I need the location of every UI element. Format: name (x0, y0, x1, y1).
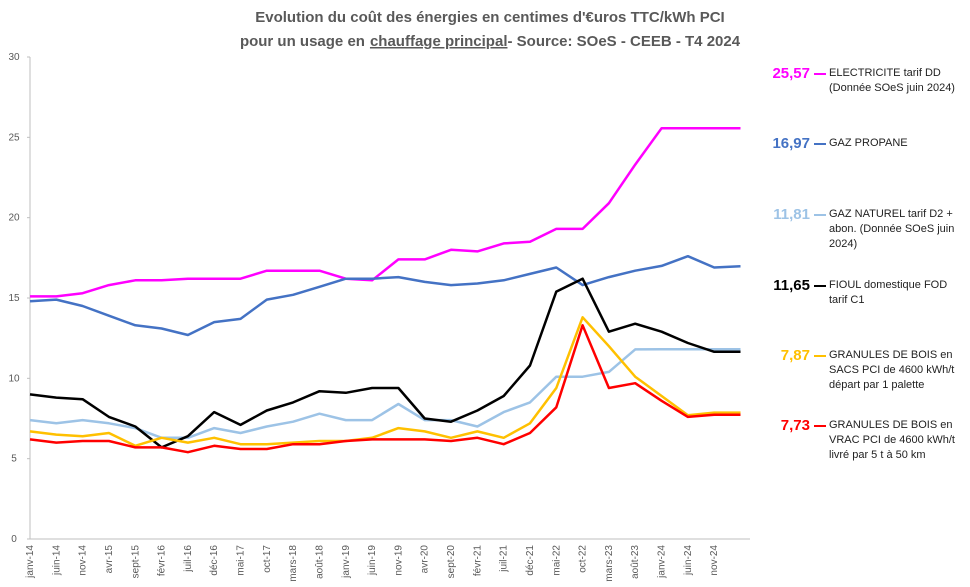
end-value-label: 25,57 (772, 65, 810, 82)
end-value-label: 11,81 (773, 206, 810, 223)
legend-entry: 7,73 GRANULES DE BOIS en VRAC PCI de 4600… (770, 418, 965, 463)
chart-title: Evolution du coût des énergies en centim… (255, 9, 724, 26)
legend-entry: 11,65 FIOUL domestique FOD tarif C1 (770, 278, 965, 308)
legend-entry: 7,87 GRANULES DE BOIS en SACS PCI de 4600… (770, 348, 965, 393)
y-tick-label: 5 (11, 454, 17, 465)
legend-swatch (814, 285, 826, 287)
x-tick-label: sept-20 (446, 545, 457, 579)
x-tick-label: déc-21 (525, 545, 536, 576)
end-value-label: 11,65 (773, 277, 810, 294)
x-tick-label: nov-19 (393, 545, 404, 576)
end-value-label: 16,97 (772, 135, 810, 152)
title-part: chauffage principal (370, 33, 508, 50)
x-tick-label: août-18 (314, 545, 325, 579)
legend-swatch (814, 214, 826, 216)
x-tick-label: sept-15 (130, 545, 141, 579)
legend-swatch (814, 143, 826, 145)
x-tick-label: mai-17 (236, 545, 247, 576)
legend-label: FIOUL domestique FOD tarif C1 (829, 279, 948, 306)
legend-label: GRANULES DE BOIS en SACS PCI de 4600 kWh… (829, 349, 955, 391)
legend-swatch (814, 73, 826, 75)
x-tick-label: avr-20 (420, 545, 431, 574)
legend-swatch (814, 355, 826, 357)
x-tick-label: juin-14 (51, 545, 62, 576)
title-part: pour un usage en (240, 33, 365, 50)
y-tick-label: 10 (8, 373, 20, 384)
x-tick-label: févr-21 (472, 545, 483, 577)
series-line (30, 126, 741, 298)
x-tick-label: févr-16 (157, 545, 168, 577)
legend-label: GAZ NATUREL tarif D2 + abon. (Donnée SOe… (829, 208, 955, 250)
x-tick-label: juil-16 (183, 545, 194, 573)
y-tick-label: 30 (8, 52, 20, 63)
legend-entry: 11,81 GAZ NATUREL tarif D2 + abon. (Donné… (770, 207, 965, 252)
x-tick-label: nov-24 (709, 545, 720, 576)
y-tick-label: 0 (11, 534, 17, 545)
series-line (29, 277, 741, 449)
series-line (29, 316, 741, 448)
chart-title: pour un usage en chauffage principal- Sou… (240, 33, 741, 50)
x-tick-label: nov-14 (78, 545, 89, 576)
series-line (29, 254, 741, 337)
y-tick-label: 15 (8, 293, 20, 304)
end-value-label: 7,87 (780, 347, 810, 364)
x-tick-label: juil-21 (499, 545, 510, 573)
end-value-label: 7,73 (780, 417, 810, 434)
x-tick-label: avr-15 (104, 545, 115, 574)
x-tick-label: mars-18 (288, 545, 299, 582)
x-tick-label: oct-22 (578, 545, 589, 573)
x-tick-label: janv-24 (657, 545, 668, 579)
legend-label: ELECTRICITE tarif DD (Donnée SOeS juin 2… (829, 67, 955, 94)
title-part: - Source: SOeS - CEEB - T4 2024 (507, 33, 740, 50)
legend-entry: 16,97 GAZ PROPANE (770, 136, 965, 151)
x-tick-label: mars-23 (604, 545, 615, 582)
y-tick-label: 25 (8, 132, 20, 143)
x-tick-label: janv-19 (341, 545, 352, 579)
legend-swatch (814, 425, 826, 427)
x-tick-label: déc-16 (209, 545, 220, 576)
x-tick-label: mai-22 (551, 545, 562, 576)
y-tick-label: 20 (8, 213, 20, 224)
x-tick-label: juin-24 (683, 545, 694, 576)
series-line (29, 348, 741, 440)
legend-label: GAZ PROPANE (829, 137, 908, 149)
x-tick-label: janv-14 (25, 545, 36, 579)
legend-label: GRANULES DE BOIS en VRAC PCI de 4600 kWh… (829, 419, 955, 461)
legend-entry: 25,57 ELECTRICITE tarif DD (Donnée SOeS j… (770, 66, 965, 96)
series-line (29, 324, 741, 454)
x-tick-label: juin-19 (367, 545, 378, 576)
x-tick-label: oct-17 (262, 545, 273, 573)
x-tick-label: août-23 (630, 545, 641, 579)
